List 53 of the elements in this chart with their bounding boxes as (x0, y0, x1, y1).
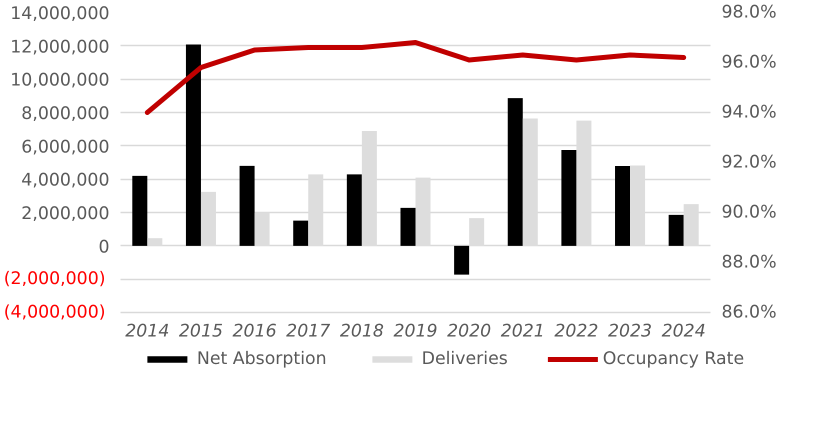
bar (362, 131, 377, 246)
x-tick-label: 2014 (125, 322, 170, 342)
bar (561, 150, 576, 246)
bar (615, 166, 630, 246)
y2-tick-label: 88.0% (722, 252, 777, 272)
legend-label: Net Absorption (196, 349, 327, 369)
bar (668, 214, 684, 246)
bar (469, 218, 484, 246)
x-tick-label: 2022 (554, 322, 598, 342)
y-tick-label: 14,000,000 (10, 4, 110, 24)
bar (454, 246, 470, 275)
y-tick-label: 8,000,000 (21, 104, 110, 124)
y2-tick-label: 90.0% (722, 202, 777, 222)
bar (147, 238, 162, 246)
y-tick-label: 10,000,000 (10, 70, 110, 91)
bar (240, 166, 255, 246)
bar (346, 174, 362, 246)
bar (508, 98, 523, 246)
bar (132, 176, 148, 246)
x-tick-label: 2024 (662, 322, 706, 342)
y-tick-label: 0 (98, 237, 110, 258)
y2-tick-label: 98.0% (722, 2, 777, 22)
y-tick-label: 12,000,000 (10, 37, 110, 58)
y2-tick-label: 96.0% (722, 52, 777, 72)
bar (293, 220, 308, 246)
bar (308, 174, 324, 246)
x-tick-label: 2020 (447, 322, 492, 342)
x-tick-label: 2016 (232, 322, 277, 342)
bar (200, 192, 216, 246)
legend-label: Occupancy Rate (602, 349, 744, 369)
y-tick-label: 2,000,000 (21, 204, 110, 224)
y2-tick-label: 92.0% (722, 152, 777, 172)
y2-tick-label: 94.0% (722, 102, 777, 122)
x-tick-label: 2019 (393, 322, 438, 342)
y-tick-label: 4,000,000 (21, 170, 110, 191)
y-tick-label: (2,000,000) (4, 269, 106, 290)
bar (684, 204, 699, 246)
y-tick-label: 6,000,000 (21, 137, 110, 158)
legend-label: Deliveries (422, 349, 508, 369)
y-tick-label: (4,000,000) (4, 302, 106, 322)
x-tick-label: 2018 (340, 322, 384, 342)
bar (416, 178, 431, 246)
x-tick-label: 2015 (178, 322, 224, 342)
bar (576, 120, 592, 246)
bar (186, 44, 201, 246)
bar (400, 208, 416, 246)
bar (254, 212, 270, 246)
bar (630, 166, 646, 246)
y2-tick-label: 86.0% (722, 302, 777, 322)
bar (522, 118, 538, 246)
x-tick-label: 2017 (286, 322, 330, 342)
x-tick-label: 2023 (608, 322, 652, 342)
x-tick-label: 2021 (500, 322, 545, 342)
